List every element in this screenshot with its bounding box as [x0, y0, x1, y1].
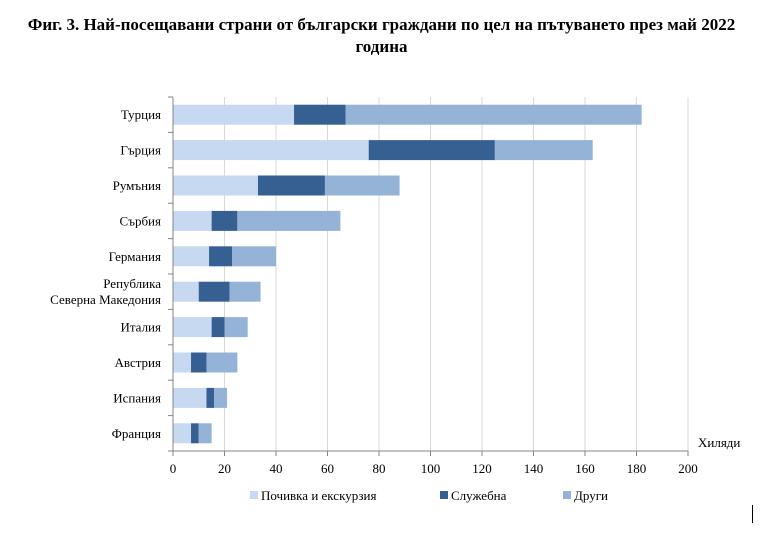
- x-tick-label: 20: [218, 461, 231, 476]
- category-label: Сърбия: [120, 213, 161, 228]
- x-tick-label: 100: [421, 461, 441, 476]
- bar-segment: [209, 246, 233, 267]
- bar-segment: [294, 104, 346, 125]
- legend-swatch: [440, 491, 448, 499]
- bar-segment: [214, 387, 228, 408]
- legend-swatch: [563, 491, 571, 499]
- bar-segment: [224, 317, 248, 338]
- legend-label: Почивка и екскурзия: [261, 488, 376, 503]
- bar-segment: [191, 352, 207, 373]
- bar-segment: [211, 317, 225, 338]
- bar-segment: [206, 387, 215, 408]
- legend-swatch: [250, 491, 258, 499]
- bar-segment: [368, 140, 495, 161]
- bars: [173, 104, 642, 444]
- chart-title: Фиг. 3. Най-посещавани страни от българс…: [27, 15, 736, 56]
- category-label: Гърция: [120, 143, 161, 158]
- bar-segment: [206, 352, 238, 373]
- bar-segment: [324, 175, 400, 196]
- bar-segment: [173, 175, 258, 196]
- category-label: Италия: [120, 320, 161, 335]
- text-cursor: [752, 505, 753, 523]
- x-tick-label: 0: [170, 461, 177, 476]
- category-label: Франция: [112, 426, 161, 441]
- category-label: Република Северна Македония: [50, 276, 161, 307]
- bar-segment: [257, 175, 325, 196]
- bar-segment: [229, 281, 261, 302]
- category-label: Испания: [113, 390, 161, 405]
- bar-segment: [173, 352, 192, 373]
- category-labels: Турция Гърция Румъния Сърбия Германия Републи…: [50, 107, 161, 441]
- x-tick-label: 80: [373, 461, 386, 476]
- category-label: Австрия: [115, 355, 162, 370]
- bar-segment: [173, 387, 207, 408]
- x-tick-label: 140: [524, 461, 544, 476]
- category-label: Румъния: [113, 178, 161, 193]
- legend-label: Други: [574, 488, 608, 503]
- category-label: Германия: [109, 249, 161, 264]
- bar-segment: [198, 423, 212, 444]
- category-label: Турция: [121, 107, 161, 122]
- bar-segment: [494, 140, 593, 161]
- bar-segment: [345, 104, 642, 125]
- bar-segment: [173, 246, 210, 267]
- bar-segment: [173, 140, 369, 161]
- bar-segment: [191, 423, 199, 444]
- bar-segment: [173, 104, 295, 125]
- x-tick-label: 180: [627, 461, 647, 476]
- x-tick-labels: 0 20 40 60 80 100 120 140 160 180 200: [170, 451, 698, 476]
- bar-segment: [237, 210, 341, 231]
- x-tick-label: 200: [678, 461, 698, 476]
- bar-segment: [198, 281, 230, 302]
- x-tick-label: 40: [270, 461, 283, 476]
- unit-label: Хиляди: [698, 435, 740, 450]
- legend-label: Служебна: [451, 488, 507, 503]
- bar-segment: [173, 423, 192, 444]
- bar-segment: [232, 246, 276, 267]
- x-tick-label: 60: [321, 461, 334, 476]
- bar-segment: [173, 210, 212, 231]
- bar-segment: [173, 317, 212, 338]
- bar-segment: [173, 281, 199, 302]
- x-tick-label: 160: [575, 461, 595, 476]
- legend: Почивка и екскурзия Служебна Други: [250, 488, 608, 503]
- bar-segment: [211, 210, 238, 231]
- x-tick-label: 120: [472, 461, 492, 476]
